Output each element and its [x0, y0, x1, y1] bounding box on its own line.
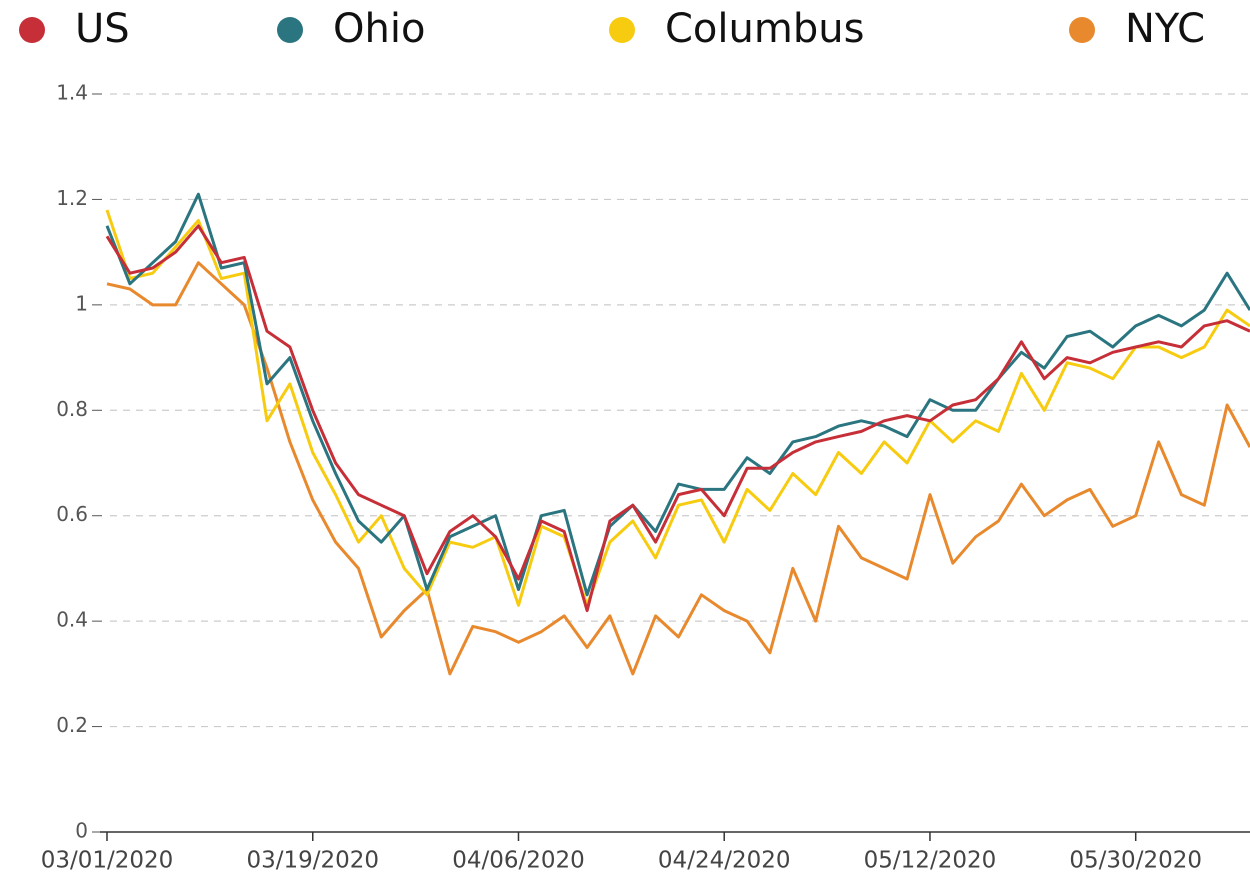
y-tick-label: 1	[75, 291, 88, 315]
x-tick-label: 04/06/2020	[452, 848, 585, 874]
legend-item: Columbus	[609, 6, 864, 52]
legend-label: US	[75, 6, 130, 52]
x-tick-label: 05/30/2020	[1069, 848, 1202, 874]
legend-item: US	[19, 6, 130, 52]
y-tick-label: 0	[75, 819, 88, 843]
legend-swatch	[609, 17, 635, 43]
y-tick-label: 1.2	[56, 186, 88, 210]
y-tick-label: 0.4	[56, 608, 88, 632]
y-tick-label: 0.8	[56, 397, 88, 421]
x-tick-label: 03/19/2020	[246, 848, 379, 874]
legend-swatch	[1069, 17, 1095, 43]
x-tick-label: 03/01/2020	[41, 848, 174, 874]
legend-item: Ohio	[277, 6, 425, 52]
series-line	[106, 261, 1250, 676]
y-tick-label: 0.2	[56, 713, 88, 737]
x-tick-label: 05/12/2020	[864, 848, 997, 874]
x-tick-label: 04/24/2020	[658, 848, 791, 874]
series-line	[105, 192, 1250, 597]
legend-label: Columbus	[665, 6, 864, 52]
legend-swatch	[277, 17, 303, 43]
legend-label: NYC	[1125, 6, 1205, 52]
legend-item: NYC	[1069, 6, 1205, 52]
legend-label: Ohio	[333, 6, 425, 52]
legend-swatch	[19, 17, 45, 43]
series-line	[105, 209, 1250, 607]
y-tick-label: 1.4	[56, 81, 88, 105]
y-tick-label: 0.6	[56, 502, 88, 526]
series-line	[105, 224, 1250, 613]
